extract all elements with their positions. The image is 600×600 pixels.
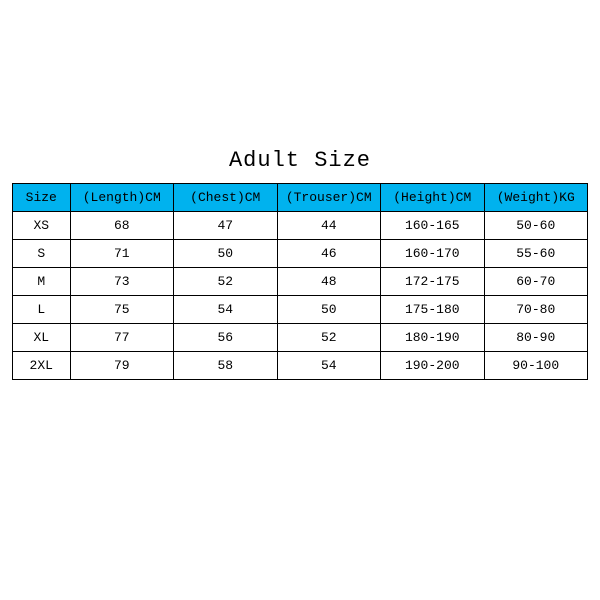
cell-chest: 54 xyxy=(174,296,278,324)
cell-length: 68 xyxy=(70,212,174,240)
size-chart-container: Adult Size Size (Length)CM (Chest)CM (Tr… xyxy=(12,148,588,380)
size-table: Size (Length)CM (Chest)CM (Trouser)CM (H… xyxy=(12,183,588,380)
cell-size: XL xyxy=(13,324,71,352)
cell-trouser: 54 xyxy=(277,352,381,380)
cell-length: 75 xyxy=(70,296,174,324)
cell-height: 160-165 xyxy=(381,212,485,240)
cell-weight: 80-90 xyxy=(484,324,588,352)
col-header-trouser: (Trouser)CM xyxy=(277,184,381,212)
cell-length: 71 xyxy=(70,240,174,268)
cell-height: 190-200 xyxy=(381,352,485,380)
cell-trouser: 50 xyxy=(277,296,381,324)
cell-weight: 60-70 xyxy=(484,268,588,296)
chart-title: Adult Size xyxy=(12,148,588,173)
col-header-chest: (Chest)CM xyxy=(174,184,278,212)
table-row: M 73 52 48 172-175 60-70 xyxy=(13,268,588,296)
cell-length: 77 xyxy=(70,324,174,352)
table-body: XS 68 47 44 160-165 50-60 S 71 50 46 160… xyxy=(13,212,588,380)
cell-weight: 90-100 xyxy=(484,352,588,380)
cell-chest: 50 xyxy=(174,240,278,268)
table-row: XL 77 56 52 180-190 80-90 xyxy=(13,324,588,352)
table-row: S 71 50 46 160-170 55-60 xyxy=(13,240,588,268)
cell-weight: 70-80 xyxy=(484,296,588,324)
cell-size: M xyxy=(13,268,71,296)
header-row: Size (Length)CM (Chest)CM (Trouser)CM (H… xyxy=(13,184,588,212)
col-header-weight: (Weight)KG xyxy=(484,184,588,212)
col-header-length: (Length)CM xyxy=(70,184,174,212)
cell-size: S xyxy=(13,240,71,268)
cell-chest: 47 xyxy=(174,212,278,240)
cell-weight: 55-60 xyxy=(484,240,588,268)
cell-height: 175-180 xyxy=(381,296,485,324)
cell-trouser: 52 xyxy=(277,324,381,352)
table-row: XS 68 47 44 160-165 50-60 xyxy=(13,212,588,240)
cell-size: L xyxy=(13,296,71,324)
cell-chest: 58 xyxy=(174,352,278,380)
cell-height: 172-175 xyxy=(381,268,485,296)
cell-chest: 52 xyxy=(174,268,278,296)
table-head: Size (Length)CM (Chest)CM (Trouser)CM (H… xyxy=(13,184,588,212)
cell-height: 180-190 xyxy=(381,324,485,352)
page: Adult Size Size (Length)CM (Chest)CM (Tr… xyxy=(0,0,600,600)
cell-length: 79 xyxy=(70,352,174,380)
cell-chest: 56 xyxy=(174,324,278,352)
col-header-size: Size xyxy=(13,184,71,212)
table-row: 2XL 79 58 54 190-200 90-100 xyxy=(13,352,588,380)
table-row: L 75 54 50 175-180 70-80 xyxy=(13,296,588,324)
cell-trouser: 46 xyxy=(277,240,381,268)
col-header-height: (Height)CM xyxy=(381,184,485,212)
cell-height: 160-170 xyxy=(381,240,485,268)
cell-trouser: 44 xyxy=(277,212,381,240)
cell-size: 2XL xyxy=(13,352,71,380)
cell-size: XS xyxy=(13,212,71,240)
cell-trouser: 48 xyxy=(277,268,381,296)
cell-weight: 50-60 xyxy=(484,212,588,240)
cell-length: 73 xyxy=(70,268,174,296)
